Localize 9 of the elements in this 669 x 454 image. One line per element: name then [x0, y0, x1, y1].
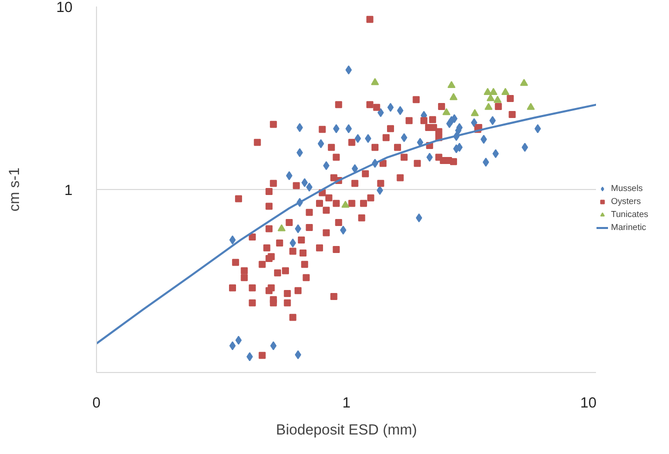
legend-label: Mussels [611, 183, 643, 193]
legend-label: Tunicates [611, 209, 648, 219]
y-axis-title: cm s-1 [7, 168, 24, 212]
legend-label: Marinetic [611, 222, 646, 232]
x-tick-label: 1 [342, 396, 351, 412]
x-tick-label: 0 [92, 396, 101, 412]
x-axis-title: Biodeposit ESD (mm) [276, 422, 417, 438]
legend-label: Oysters [611, 196, 641, 206]
x-tick-label: 10 [580, 396, 597, 412]
